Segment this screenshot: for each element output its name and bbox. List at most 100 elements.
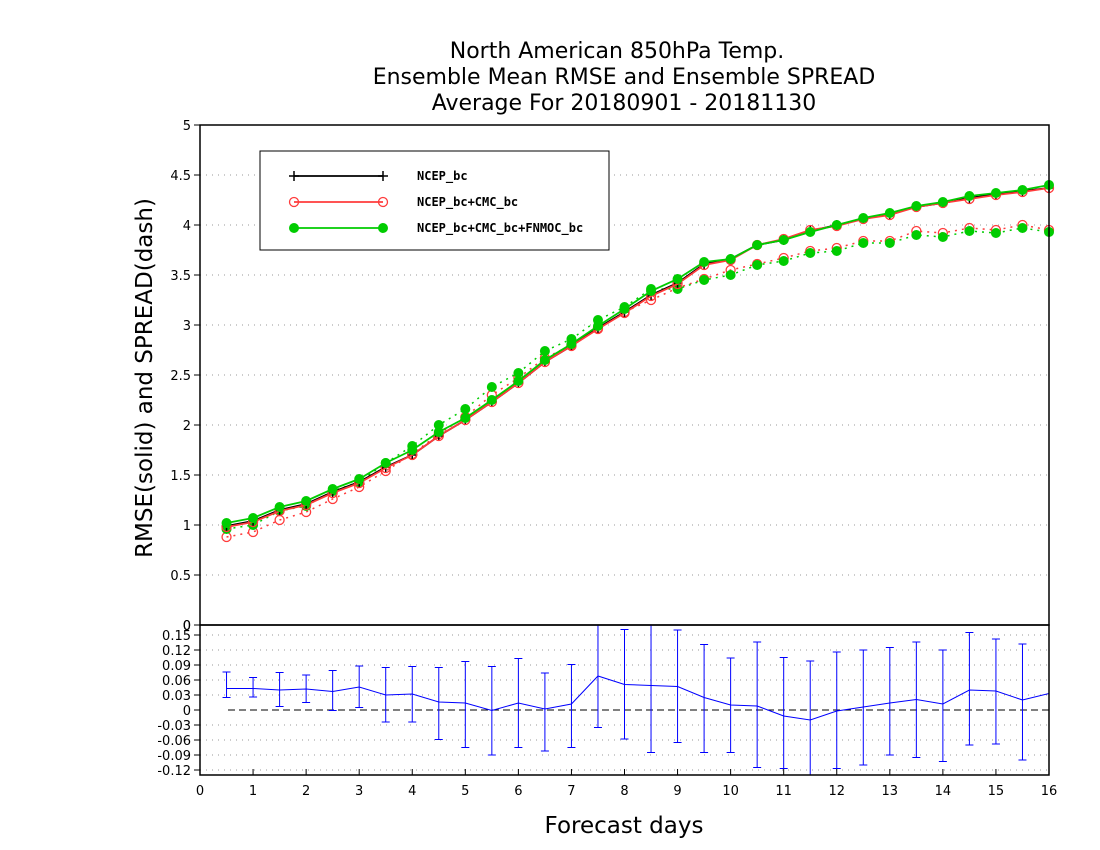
legend-box bbox=[259, 150, 610, 251]
error-bar bbox=[832, 651, 841, 769]
diff-grid bbox=[200, 634, 1049, 771]
point-marker-filled-circle bbox=[433, 427, 444, 437]
point-marker-filled-circle bbox=[752, 240, 763, 250]
point-marker-filled-circle bbox=[911, 201, 922, 211]
x-tick-label: 1 bbox=[249, 784, 257, 799]
point-marker-filled-circle bbox=[699, 257, 710, 267]
point-marker-filled-circle bbox=[221, 518, 232, 528]
y-tick-label: 3.5 bbox=[170, 269, 191, 284]
point-marker-filled-circle bbox=[990, 188, 1001, 198]
error-bar bbox=[567, 664, 576, 748]
y-tick-label: -0.12 bbox=[157, 764, 191, 779]
point-marker-filled-circle bbox=[831, 220, 842, 230]
point-marker-filled-circle bbox=[513, 376, 524, 386]
y-tick-label: 3 bbox=[183, 319, 191, 334]
y-tick-label: 2.5 bbox=[170, 369, 191, 384]
error-bar bbox=[753, 641, 762, 768]
point-marker-filled-circle bbox=[937, 232, 948, 242]
title-line-3: Average For 20180901 - 20181130 bbox=[432, 91, 817, 116]
point-marker-plus bbox=[378, 171, 388, 181]
point-marker-filled-circle bbox=[1017, 223, 1028, 233]
series-rmse-NCEP_bc+CMC_bc+FNMOC_bc bbox=[221, 180, 1054, 528]
x-axis-label: Forecast days bbox=[545, 813, 704, 839]
point-marker-filled-circle bbox=[460, 404, 471, 414]
x-tick-label: 16 bbox=[1041, 784, 1058, 799]
error-bar bbox=[806, 660, 815, 776]
x-tick-label: 9 bbox=[673, 784, 681, 799]
y-tick-label: -0.09 bbox=[157, 749, 191, 764]
error-bar bbox=[540, 672, 549, 752]
main-series bbox=[221, 180, 1055, 543]
y-tick-label: 0.09 bbox=[162, 659, 191, 674]
y-tick-label: 0.03 bbox=[162, 689, 191, 704]
point-marker-filled-circle bbox=[301, 496, 312, 506]
main-y-axis: 0 0.5 1 1.5 2 2.5 3 3.5 4 4.5 5 bbox=[170, 119, 200, 634]
diff-mean-line bbox=[226, 675, 1050, 721]
point-marker-filled-circle bbox=[778, 256, 789, 266]
point-marker-filled-circle bbox=[858, 213, 869, 223]
y-tick-label: 4 bbox=[183, 219, 191, 234]
point-marker-filled-circle bbox=[911, 230, 922, 240]
point-marker-filled-circle bbox=[592, 321, 603, 331]
x-tick-label: 5 bbox=[461, 784, 469, 799]
point-marker-filled-circle bbox=[725, 254, 736, 264]
y-tick-label-top: 0 bbox=[183, 619, 191, 634]
diff-series bbox=[222, 625, 1050, 776]
series-spread-NCEP_bc+CMC_bc bbox=[221, 219, 1055, 543]
y-tick-label: 0.15 bbox=[162, 629, 191, 644]
y-tick-label: 0 bbox=[183, 704, 191, 719]
point-marker-filled-circle bbox=[646, 286, 657, 296]
point-marker-filled-circle bbox=[486, 382, 497, 392]
error-bar bbox=[434, 667, 443, 740]
y-tick-label: 2 bbox=[183, 419, 191, 434]
legend-items: NCEP_bc NCEP_bc+CMC_bc NCEP_bc+CMC_bc+FNMO… bbox=[288, 169, 583, 236]
point-marker-filled-circle bbox=[937, 197, 948, 207]
error-bar bbox=[647, 625, 656, 753]
error-bar bbox=[1018, 643, 1027, 761]
error-bar bbox=[885, 647, 894, 756]
diff-y-axis: -0.12-0.09-0.06-0.0300.030.060.090.120.1… bbox=[157, 619, 200, 779]
y-tick-label: 0.5 bbox=[170, 569, 191, 584]
x-tick-label: 3 bbox=[355, 784, 363, 799]
y-tick-label: 1 bbox=[183, 519, 191, 534]
legend-label: NCEP_bc bbox=[417, 169, 468, 184]
point-marker-filled-circle bbox=[407, 445, 418, 455]
point-marker-filled-circle bbox=[539, 355, 550, 365]
point-marker-filled-circle bbox=[831, 246, 842, 256]
point-marker-filled-circle bbox=[1017, 185, 1028, 195]
point-marker-filled-circle bbox=[752, 260, 763, 270]
y-tick-label: 4.5 bbox=[170, 169, 191, 184]
point-marker-filled-circle bbox=[460, 413, 471, 423]
point-marker-filled-circle bbox=[539, 346, 550, 356]
x-tick-label: 14 bbox=[935, 784, 952, 799]
x-tick-label: 6 bbox=[514, 784, 522, 799]
point-marker-filled-circle bbox=[378, 223, 388, 233]
y-tick-label: 5 bbox=[183, 119, 191, 134]
x-tick-label: 7 bbox=[567, 784, 575, 799]
x-tick-label: 13 bbox=[882, 784, 899, 799]
point-marker-filled-circle bbox=[964, 191, 975, 201]
point-marker-filled-circle bbox=[884, 208, 895, 218]
point-marker-filled-circle bbox=[725, 270, 736, 280]
point-marker-filled-circle bbox=[964, 226, 975, 236]
error-bar bbox=[965, 632, 974, 746]
point-marker-plus bbox=[289, 171, 299, 181]
point-marker-filled-circle bbox=[884, 238, 895, 248]
spread-line bbox=[226, 224, 1050, 538]
error-bar bbox=[222, 671, 231, 698]
y-tick-label: 0.12 bbox=[162, 644, 191, 659]
title-line-2: Ensemble Mean RMSE and Ensemble SPREAD bbox=[373, 65, 876, 90]
point-marker-filled-circle bbox=[990, 228, 1001, 238]
point-marker-filled-circle bbox=[513, 368, 524, 378]
legend: NCEP_bc NCEP_bc+CMC_bc NCEP_bc+CMC_bc+FNMO… bbox=[259, 150, 610, 251]
chart-title: North American 850hPa Temp. Ensemble Mea… bbox=[373, 39, 876, 116]
x-tick-label: 8 bbox=[620, 784, 628, 799]
point-marker-open-circle bbox=[288, 196, 300, 208]
y-tick-label: 0 bbox=[183, 619, 191, 634]
point-marker-filled-circle bbox=[699, 275, 710, 285]
point-marker-filled-circle bbox=[486, 395, 497, 405]
y-tick-label: -0.03 bbox=[157, 719, 191, 734]
x-tick-label: 15 bbox=[988, 784, 1005, 799]
legend-label: NCEP_bc+CMC_bc+FNMOC_bc bbox=[417, 221, 583, 236]
point-marker-filled-circle bbox=[327, 484, 338, 494]
